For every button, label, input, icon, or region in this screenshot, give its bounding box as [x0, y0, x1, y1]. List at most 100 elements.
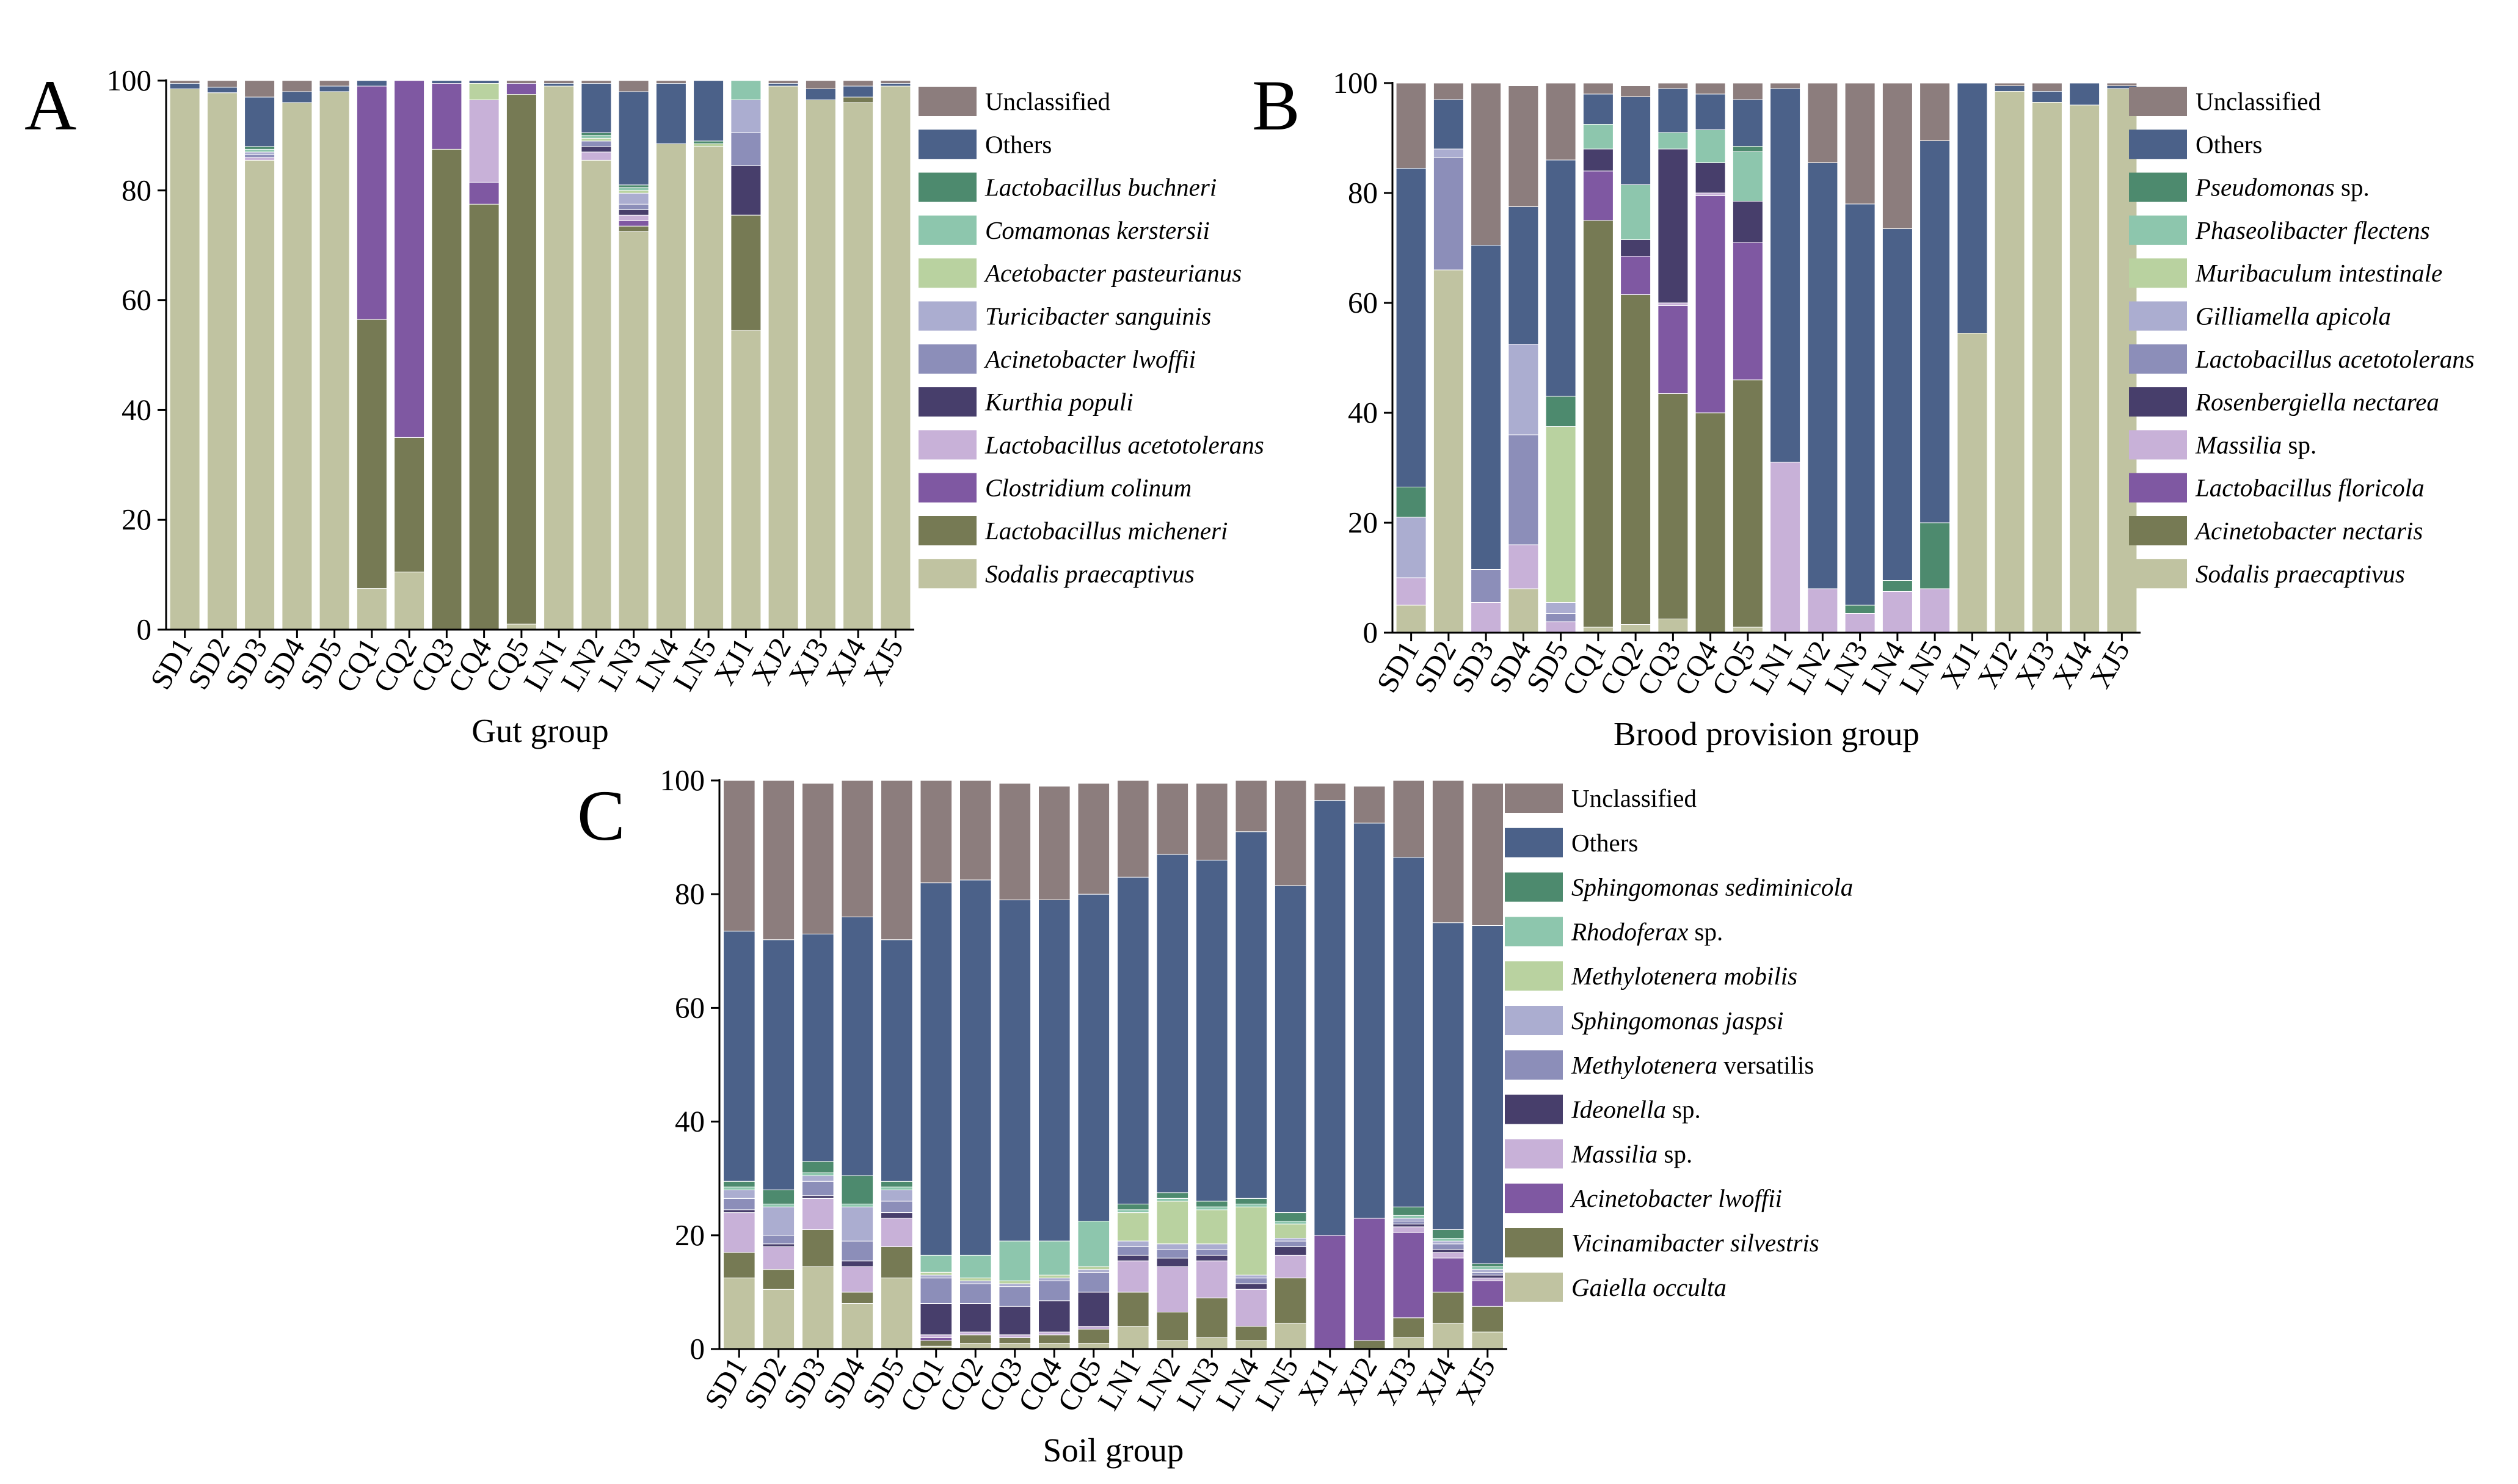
bar-segment-c-ln3-others: [1196, 859, 1228, 1202]
bar-segment-c-cq5-ideonella-sp: [1077, 1292, 1110, 1327]
legend-swatch-a-acetobacter-pasteurianus: [919, 258, 977, 288]
legend-swatch-b-acinetobacter-nectaris: [2129, 516, 2187, 545]
bar-segment-a-sd3-others: [244, 96, 275, 147]
bar-segment-c-cq1-methylotenera-versatilis: [920, 1278, 953, 1304]
bar-segment-c-sd3-massilia-sp: [802, 1198, 834, 1231]
bar-segment-c-xj5-vicinamibacter-silvestris: [1471, 1306, 1504, 1333]
bar-segment-a-xj1-sodalis-praecaptivus: [730, 330, 762, 630]
legend-swatch-c-gaiella-occulta: [1505, 1272, 1563, 1302]
bar-segment-a-xj5-sodalis-praecaptivus: [880, 85, 911, 630]
bar-segment-c-xj1-unclassified: [1314, 783, 1346, 801]
bar-segment-c-xj4-others: [1432, 922, 1465, 1231]
bar-segment-c-xj3-rhodoferax-sp: [1392, 1215, 1425, 1219]
bar-segment-a-ln5-lactobacillus-buchneri: [693, 140, 724, 144]
bar-segment-c-sd1-others: [723, 931, 755, 1182]
y-tick-label-a-100: 100: [107, 64, 152, 97]
bar-segment-c-cq5-massilia-sp: [1077, 1326, 1110, 1330]
bar-segment-a-xj1-lactobacillus-micheneri: [730, 214, 762, 331]
bar-segment-c-xj5-others: [1471, 925, 1504, 1264]
bar-segment-c-xj4-acinetobacter-lwoffii: [1432, 1257, 1465, 1293]
bar-segment-a-cq2-lactobacillus-micheneri: [394, 437, 425, 573]
bar-segment-c-sd2-sphingomonas-sediminicola: [762, 1189, 795, 1205]
bar-segment-c-cq1-rhodoferax-sp: [920, 1254, 953, 1273]
legend-swatch-c-massilia-sp: [1505, 1139, 1563, 1169]
legend-swatch-c-sphingomonas-jaspsi: [1505, 1006, 1563, 1035]
bar-segment-c-cq3-methylotenera-mobilis: [999, 1280, 1032, 1284]
bar-segment-c-cq3-unclassified: [999, 783, 1032, 901]
legend-swatch-c-unclassified: [1505, 784, 1563, 813]
bar-segment-c-xj3-sphingomonas-jaspsi: [1392, 1218, 1425, 1222]
bar-segment-b-sd4-sodalis-praecaptivus: [1508, 588, 1539, 633]
legend-swatch-a-kurthia-populi: [919, 387, 977, 417]
bar-segment-c-sd4-ideonella-sp: [841, 1260, 874, 1267]
bar-segment-c-cq2-massilia-sp: [959, 1331, 992, 1336]
bar-segment-a-ln4-others: [655, 83, 686, 144]
bar-segment-c-ln3-massilia-sp: [1196, 1260, 1228, 1298]
bar-segment-a-xj4-sodalis-praecaptivus: [843, 102, 874, 630]
bar-segment-a-ln3-unclassified: [618, 80, 649, 92]
legend-label-b-sodalis-praecaptivus: Sodalis praecaptivus: [2196, 559, 2405, 587]
legend-swatch-b-lactobacillus-acetotolerans: [2129, 344, 2187, 374]
bar-segment-b-sd1-massilia-sp: [1395, 577, 1427, 606]
y-tick-label-b-0: 0: [1363, 616, 1378, 649]
bar-segment-a-sd5-sodalis-praecaptivus: [319, 91, 350, 630]
bar-segment-c-cq2-ideonella-sp: [959, 1303, 992, 1333]
bar-segment-b-cq1-acinetobacter-nectaris: [1582, 220, 1614, 628]
bar-segment-b-sd1-unclassified: [1395, 82, 1427, 169]
bar-segment-b-sd5-muribaculum-intestinale: [1545, 426, 1576, 603]
bar-segment-c-ln2-methylotenera-versatilis: [1156, 1249, 1189, 1259]
bar-segment-b-cq4-rosenbergiella-nectarea: [1695, 162, 1726, 194]
bar-segment-b-xj2-sodalis-praecaptivus: [1994, 91, 2025, 633]
bar-segment-b-ln4-unclassified: [1882, 82, 1913, 229]
bar-segment-c-ln1-ideonella-sp: [1117, 1254, 1149, 1262]
bar-segment-b-cq5-phaseolibacter-flectens: [1732, 151, 1763, 202]
legend-label-a-acinetobacter-lwoffii: Acinetobacter lwoffii: [983, 345, 1196, 373]
bar-segment-c-ln2-unclassified: [1156, 783, 1189, 855]
legend-swatch-a-comamonas-kerstersii: [919, 215, 977, 245]
bar-segment-a-ln3-others: [618, 91, 649, 186]
legend-label-c-rhodoferax-sp: Rhodoferax sp.: [1571, 917, 1723, 945]
bar-segment-b-cq5-unclassified: [1732, 82, 1763, 100]
legend-label-a-lactobacillus-buchneri: Lactobacillus buchneri: [984, 173, 1217, 202]
bar-segment-a-xj2-unclassified: [768, 80, 799, 84]
bar-segment-c-sd3-gaiella-occulta: [802, 1266, 834, 1350]
bar-segment-c-sd3-rhodoferax-sp: [802, 1172, 834, 1176]
bar-segment-c-cq3-sphingomonas-jaspsi: [999, 1283, 1032, 1287]
bar-segment-c-xj5-rhodoferax-sp: [1471, 1266, 1504, 1270]
bar-segment-c-ln3-unclassified: [1196, 783, 1228, 860]
bars-b: [1395, 82, 2138, 633]
bar-segment-c-sd4-gaiella-occulta: [841, 1303, 874, 1350]
bar-segment-b-sd4-others: [1508, 206, 1539, 344]
bar-segment-a-sd2-unclassified: [206, 80, 238, 88]
bar-segment-b-cq5-rosenbergiella-nectarea: [1732, 201, 1763, 243]
panel-a: A020406080100SD1SD2SD3SD4SD5CQ1CQ2CQ3CQ4…: [24, 64, 1264, 749]
bar-segment-a-ln3-sodalis-praecaptivus: [618, 231, 649, 630]
bar-segment-a-xj1-comamonas-kerstersii: [730, 80, 762, 100]
bar-segment-b-sd5-gilliamella-apicola: [1545, 602, 1576, 614]
bar-segment-c-ln5-unclassified: [1274, 780, 1307, 886]
bar-segment-c-ln5-massilia-sp: [1274, 1254, 1307, 1279]
bar-segment-c-xj5-sphingomonas-sediminicola: [1471, 1263, 1504, 1267]
bar-segment-c-ln1-methylotenera-versatilis: [1117, 1246, 1149, 1256]
legend-swatch-a-turicibacter-sanguinis: [919, 301, 977, 331]
bar-segment-c-ln3-sphingomonas-sediminicola: [1196, 1201, 1228, 1207]
legend-label-b-rosenbergiella-nectarea: Rosenbergiella nectarea: [2195, 388, 2439, 416]
bar-segment-a-ln2-lactobacillus-acetotolerans: [581, 151, 612, 161]
bar-segment-a-sd2-sodalis-praecaptivus: [206, 92, 238, 630]
bar-segment-b-sd5-unclassified: [1545, 82, 1576, 161]
bar-segment-a-sd3-sodalis-praecaptivus: [244, 159, 275, 630]
bars-a: [169, 80, 911, 630]
bar-segment-a-cq4-acetobacter-pasteurianus: [468, 83, 500, 100]
bar-segment-b-cq4-unclassified: [1695, 82, 1726, 95]
bar-segment-b-xj1-others: [1957, 82, 1988, 333]
y-tick-label-c-60: 60: [675, 991, 705, 1024]
bar-segment-b-sd4-massilia-sp: [1508, 544, 1539, 589]
bar-segment-c-xj3-vicinamibacter-silvestris: [1392, 1317, 1425, 1338]
bar-segment-c-cq1-unclassified: [920, 780, 953, 884]
y-tick-label-b-20: 20: [1348, 506, 1378, 539]
bar-segment-c-sd1-vicinamibacter-silvestris: [723, 1252, 755, 1279]
legend-label-b-gilliamella-apicola: Gilliamella apicola: [2196, 302, 2391, 330]
bar-segment-b-cq1-rosenbergiella-nectarea: [1582, 148, 1614, 172]
bar-segment-c-cq2-sphingomonas-jaspsi: [959, 1280, 992, 1284]
bar-segment-b-cq4-massilia-sp: [1695, 192, 1726, 196]
